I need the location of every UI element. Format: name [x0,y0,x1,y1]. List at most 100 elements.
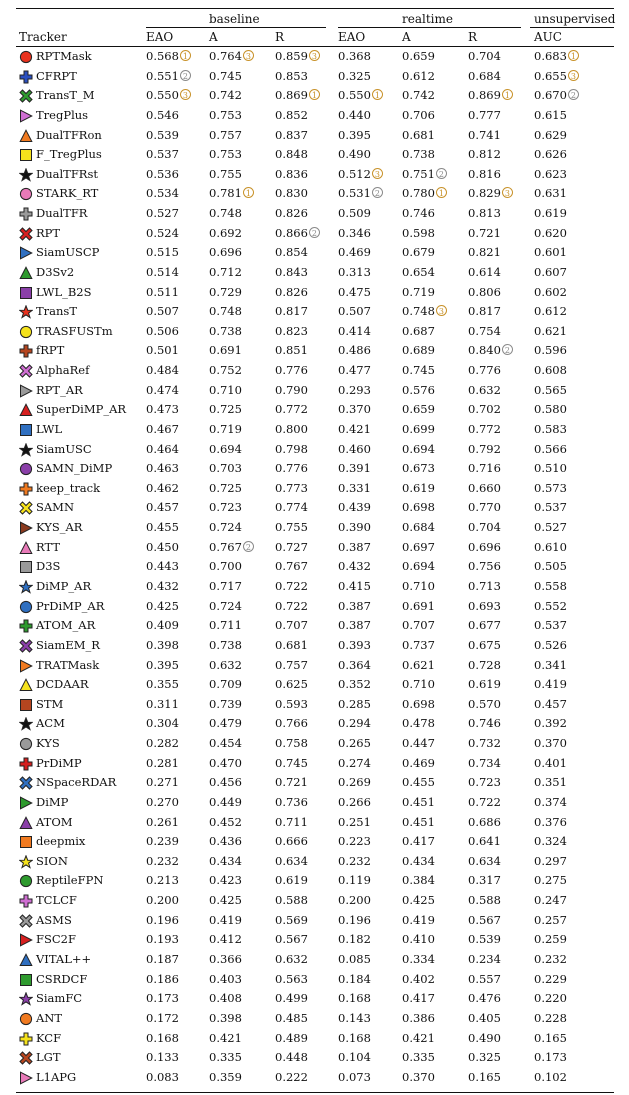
cell-realtime-a: 0.691 [402,598,435,613]
circle-marker-icon [19,325,33,338]
cell-realtime-a: 0.699 [402,421,435,436]
cell-unsupervised-auc: 0.537 [534,618,567,633]
cell-baseline-eao: 0.281 [146,755,179,770]
tracker-name: ReptileFPN [36,873,104,888]
tracker-name: SiamEM_R [36,637,100,652]
table-row: SiamEM_R 0.398 0.738 0.681 0.393 0.737 0.675 0.… [0,636,629,656]
table-row: SiamUSC 0.464 0.694 0.798 0.460 0.694 0.792 0.5… [0,440,629,460]
table-row: CFRPT 0.551 2 0.745 0.853 0.325 0.612 0.684 0.65… [0,67,629,87]
cell-unsupervised-auc: 0.620 [534,225,567,240]
cell-baseline-eao: 0.271 [146,775,179,790]
cell-realtime-r: 0.704 [468,49,501,63]
tracker-name: DiMP [36,794,69,809]
tracker-name: LWL_B2S [36,284,92,299]
cell-baseline-eao: 0.443 [146,559,179,574]
cell-baseline-eao: 0.511 [146,284,179,299]
tracker-name: TransT [36,304,78,319]
cell-baseline-a: 0.479 [209,716,242,731]
cell-baseline-r: 0.222 [275,1069,308,1084]
cell-unsupervised-auc: 0.683 1 [534,47,579,67]
table-row: ANT 0.172 0.398 0.485 0.143 0.386 0.405 0.228 [0,1009,629,1029]
cell-realtime-eao: 0.266 [338,794,371,809]
table-row: DualTFR 0.527 0.748 0.826 0.509 0.746 0.813 0.6… [0,204,629,224]
cell-unsupervised-auc: 0.580 [534,402,567,417]
cell-baseline-eao: 0.550 3 [146,86,191,106]
tracker-name: SuperDiMP_AR [36,402,127,417]
square-marker-icon [20,836,32,849]
tracker-name: SAMN [36,500,75,515]
cell-baseline-eao: 0.425 [146,598,179,613]
rank-3-badge: 3 [501,187,513,199]
cell-realtime-r: 0.821 [468,245,501,260]
table-row: FSC2F 0.193 0.412 0.567 0.182 0.410 0.539 0.259 [0,930,629,950]
cell-realtime-a: 0.689 [402,343,435,358]
cell-unsupervised-auc: 0.629 [534,127,567,142]
table-row: RPTMask 0.568 1 0.764 3 0.859 3 0.368 0.659 0.704… [0,47,629,67]
cell-baseline-eao: 0.213 [146,873,179,888]
cell-realtime-r: 0.806 [468,284,501,299]
cell-baseline-a: 0.335 [209,1050,242,1065]
cell-realtime-a: 0.698 [402,696,435,711]
cell-realtime-a: 0.469 [402,755,435,770]
rank-3-badge: 3 [242,50,254,61]
cell-realtime-eao: 0.421 [338,421,371,436]
cell-baseline-a: 0.359 [209,1069,242,1084]
cell-realtime-a: 0.742 [402,88,435,103]
cell-unsupervised-auc: 0.370 [534,736,567,751]
tracker-name: D3S [36,559,61,574]
table-row: DualTFRst 0.536 0.755 0.836 0.512 3 0.751 2 0.81… [0,165,629,185]
cell-unsupervised-auc: 0.232 [534,951,567,966]
cell-baseline-eao: 0.186 [146,971,179,986]
cell-realtime-eao: 0.346 [338,225,371,240]
header-realtime-a: A [402,30,411,44]
xcross-marker-icon [19,89,33,103]
tri-up-marker-icon [19,266,33,279]
cell-baseline-r: 0.721 [275,775,308,790]
cell-baseline-a: 0.742 [209,88,242,103]
cell-baseline-a: 0.434 [209,853,242,868]
cell-realtime-a: 0.751 2 [402,165,447,185]
cell-realtime-eao: 0.143 [338,1010,371,1025]
cell-realtime-eao: 0.509 [338,206,371,221]
table-row: SiamUSCP 0.515 0.696 0.854 0.469 0.679 0.821 0.… [0,243,629,263]
cell-baseline-a: 0.738 [209,323,242,338]
cell-realtime-r: 0.728 [468,657,501,672]
tri-right-marker-icon [20,246,33,260]
cell-baseline-a: 0.725 [209,480,242,495]
cell-baseline-a: 0.755 [209,166,242,181]
cell-realtime-a: 0.746 [402,206,435,221]
cell-realtime-a: 0.410 [402,932,435,947]
cell-baseline-r: 0.854 [275,245,308,260]
cell-realtime-a: 0.598 [402,225,435,240]
tracker-name: RPTMask [36,49,92,63]
cell-realtime-a: 0.451 [402,794,435,809]
cell-baseline-r: 0.722 [275,598,308,613]
cell-realtime-a: 0.386 [402,1010,435,1025]
cell-realtime-r: 0.746 [468,716,501,731]
cell-baseline-a: 0.748 [209,206,242,221]
cell-realtime-r: 0.813 [468,206,501,221]
rank-2-badge: 2 [567,89,579,101]
cell-realtime-eao: 0.073 [338,1069,371,1084]
tri-right-marker-icon [20,1071,33,1085]
cell-unsupervised-auc: 0.341 [534,657,567,672]
cell-realtime-eao: 0.352 [338,677,371,692]
tracker-name: CSRDCF [36,971,88,986]
cell-baseline-a: 0.729 [209,284,242,299]
cell-realtime-r: 0.792 [468,441,501,456]
cell-realtime-eao: 0.196 [338,912,371,927]
cell-realtime-eao: 0.531 2 [338,184,383,204]
cell-baseline-r: 0.774 [275,500,308,515]
cell-realtime-r: 0.829 3 [468,184,513,204]
tracker-name: deepmix [36,834,86,849]
cell-baseline-eao: 0.398 [146,637,179,652]
table-row: SuperDiMP_AR 0.473 0.725 0.772 0.370 0.659 0.7… [0,400,629,420]
cell-unsupervised-auc: 0.615 [534,107,567,122]
cell-baseline-r: 0.567 [275,932,308,947]
cell-baseline-r: 0.826 [275,206,308,221]
cell-realtime-eao: 0.395 [338,127,371,142]
cell-realtime-r: 0.405 [468,1010,501,1025]
table-row: deepmix 0.239 0.436 0.666 0.223 0.417 0.641 0.3… [0,832,629,852]
group-realtime: realtime [402,12,453,26]
cell-unsupervised-auc: 0.247 [534,893,567,908]
